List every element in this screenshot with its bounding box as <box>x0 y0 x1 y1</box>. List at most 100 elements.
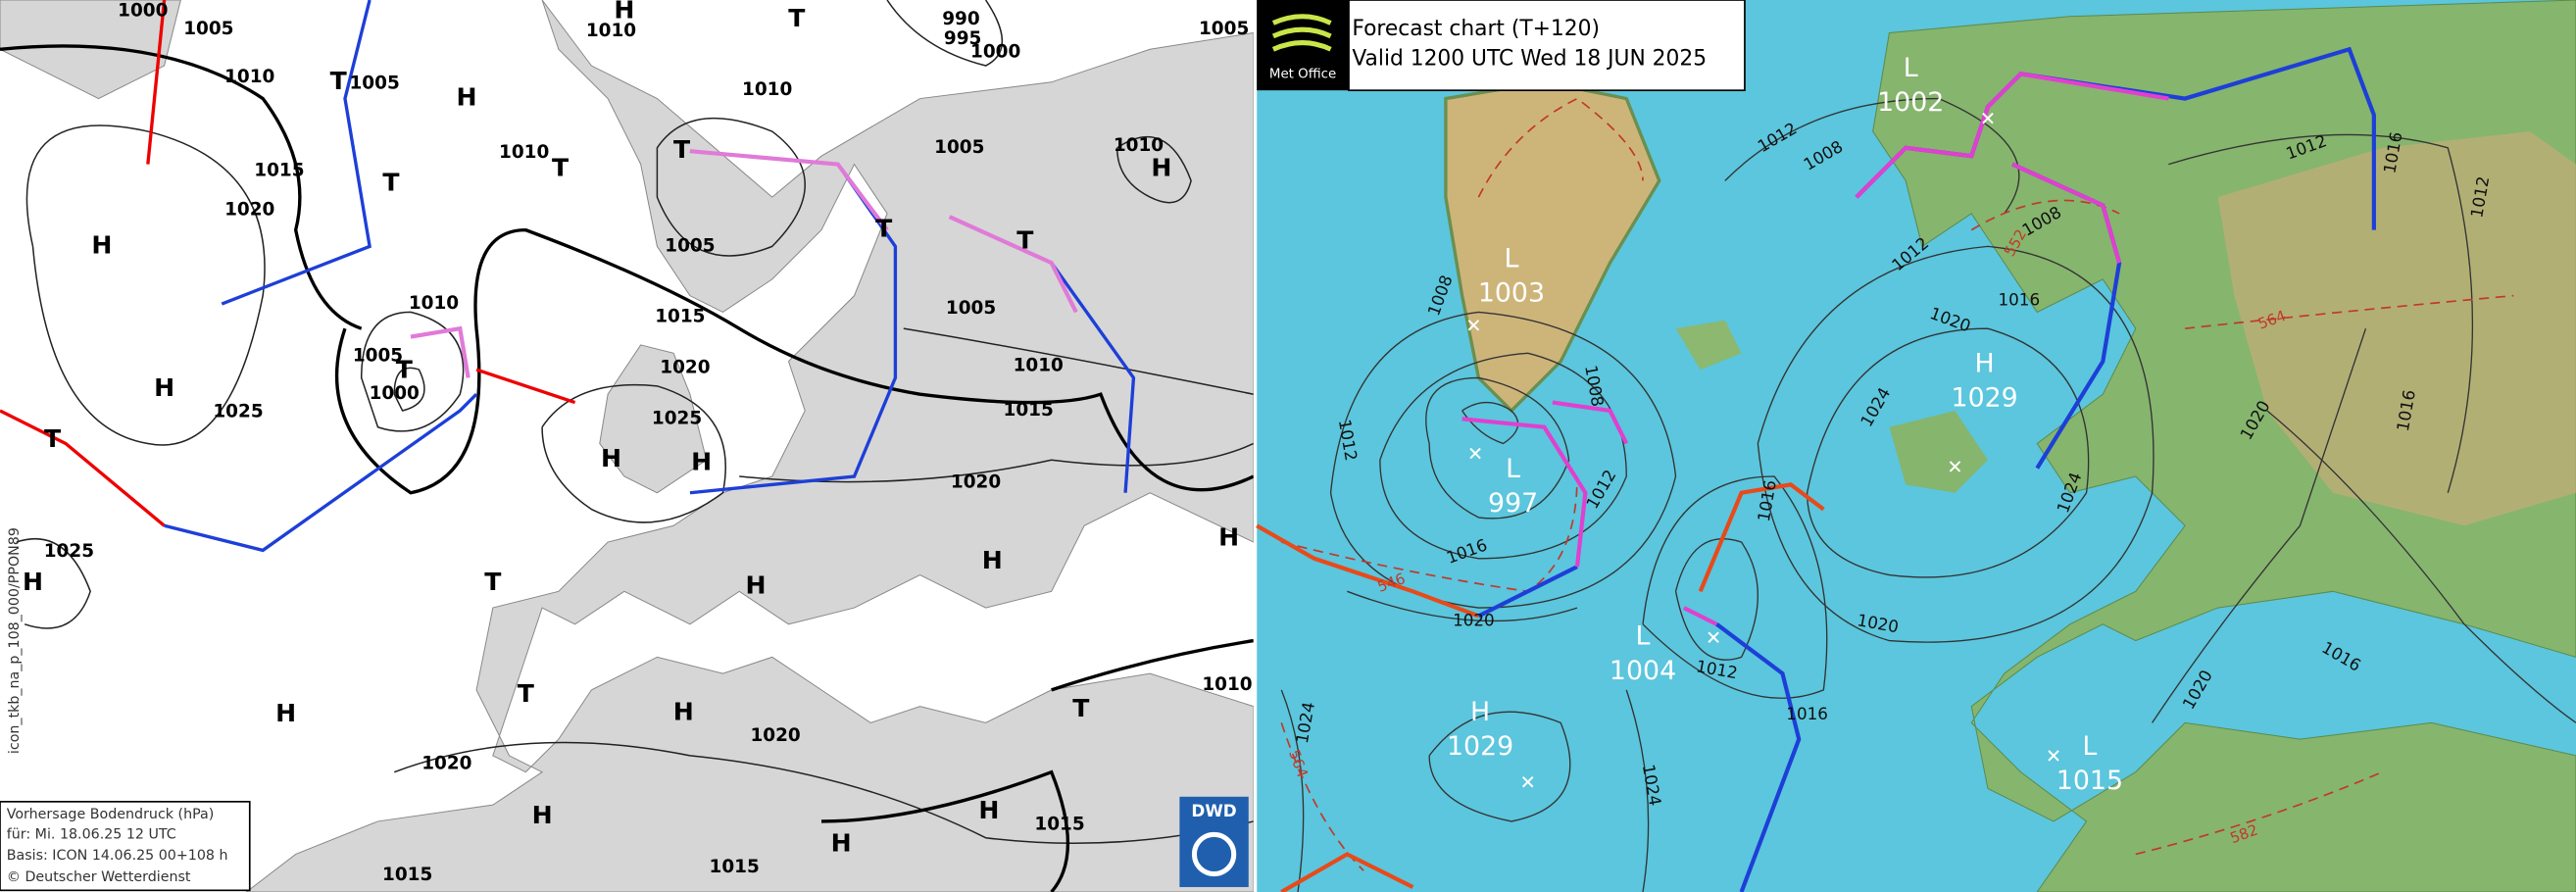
isobar-label: 995 <box>944 28 981 49</box>
pressure-center: H <box>831 828 852 857</box>
cold-front <box>1715 622 1802 892</box>
center-pressure: 1029 <box>1447 731 1513 762</box>
dwd-logo-swirl <box>1191 831 1237 877</box>
center-pressure: 1015 <box>2056 766 2123 796</box>
center-cross <box>1467 320 1480 331</box>
warm-front <box>1256 523 1480 619</box>
isobar-label: 1015 <box>382 865 432 885</box>
legend-box <box>0 800 251 892</box>
isobar-label: 1015 <box>1034 814 1084 834</box>
header-title: Forecast chart (T+120) <box>1352 17 1600 41</box>
pressure-center: T <box>788 4 805 32</box>
pressure-center: H <box>532 801 553 829</box>
iceland <box>1675 320 1742 371</box>
pressure-center: H <box>745 570 766 599</box>
isobar-label: 1020 <box>224 200 274 221</box>
center-type: L <box>1636 621 1651 652</box>
pressure-center: H <box>1151 154 1171 182</box>
center-pressure: 997 <box>1488 488 1538 519</box>
pressure-center: T <box>330 67 347 95</box>
center-type: H <box>1470 697 1490 727</box>
britain <box>599 344 708 494</box>
center-pressure: 1002 <box>1877 87 1944 118</box>
isobar-label: 1005 <box>349 73 399 93</box>
pressure-center: H <box>601 444 621 472</box>
isobar-label: 1010 <box>224 67 274 87</box>
center-type: L <box>2082 731 2097 762</box>
header-box <box>1348 0 1746 92</box>
center-cross <box>1949 461 1961 472</box>
pressure-center: T <box>382 169 399 197</box>
center-type: H <box>1975 349 1995 379</box>
occluded-front <box>1552 400 1629 445</box>
isobar-label: 1000 <box>370 383 420 404</box>
pressure-center: T <box>1072 694 1089 722</box>
main-isobars <box>0 44 1255 892</box>
center-type: L <box>1506 454 1520 484</box>
isobar-label: 1020 <box>1453 610 1495 629</box>
center-pressure: 1029 <box>1952 383 2018 414</box>
britain <box>1889 410 1988 493</box>
isobar-label: 1010 <box>742 79 792 100</box>
pressure-center: H <box>691 448 712 476</box>
cold-front <box>221 0 372 306</box>
center-cross <box>1982 112 1994 124</box>
pressure-center: H <box>673 697 694 725</box>
isobar-label: 1016 <box>1999 290 2041 310</box>
occluded-front <box>948 215 1078 314</box>
isobar-label: 1015 <box>1004 400 1054 421</box>
isobar-label: 1016 <box>1786 704 1828 723</box>
legend-valid: für: Mi. 18.06.25 12 UTC <box>7 826 176 842</box>
center-cross <box>1708 631 1719 643</box>
pressure-center: H <box>978 796 999 824</box>
pressure-center: H <box>982 546 1003 574</box>
occluded-front <box>410 325 471 378</box>
occluded-front <box>2011 162 2122 264</box>
center-cross <box>1469 447 1481 460</box>
isobar-label: 1005 <box>665 235 715 256</box>
pressure-center: H <box>91 230 112 259</box>
occluded-front <box>1682 606 1718 626</box>
isobar-label: 1005 <box>946 298 996 319</box>
isobar-label: 1010 <box>1114 135 1164 156</box>
occluded-front <box>689 149 889 231</box>
legend-basis: Basis: ICON 14.06.25 00+108 h <box>7 848 228 864</box>
pressure-center: H <box>275 699 296 727</box>
isobar-label: 990 <box>942 9 979 29</box>
isobar-label: 1005 <box>934 137 984 158</box>
center-pressure: 1004 <box>1610 656 1676 686</box>
pressure-center: T <box>518 679 534 708</box>
isobar-label: 1020 <box>951 472 1001 493</box>
pressure-center: T <box>396 356 413 384</box>
isobar-label: 1005 <box>1199 19 1249 39</box>
isobars <box>16 0 1255 845</box>
center-type: L <box>1904 53 1918 83</box>
isobar-label: 1010 <box>1202 674 1252 695</box>
pressure-center: T <box>552 154 569 182</box>
isobar-label: 1020 <box>421 753 471 773</box>
isobar-label: 1025 <box>213 402 263 422</box>
isobar-label: 1000 <box>970 42 1020 63</box>
greenland <box>0 0 181 100</box>
isobar-label: 1010 <box>586 21 636 41</box>
warm-front <box>146 0 167 165</box>
warm-front <box>1280 852 1414 892</box>
warm-front <box>0 409 166 527</box>
metoffice-logo-text: Met Office <box>1269 67 1336 81</box>
side-label: icon_tkb_na_p_108_000/PPON89 <box>7 527 23 754</box>
isobar-label: 1010 <box>409 293 459 314</box>
center-pressure: 1003 <box>1478 277 1545 308</box>
pressure-center: H <box>154 373 174 402</box>
isobar-label: 1015 <box>655 306 705 326</box>
cold-front <box>164 393 478 553</box>
isobar-label: 1005 <box>353 346 403 367</box>
isobar-label: 1010 <box>1014 356 1064 376</box>
pressure-center: H <box>23 568 43 596</box>
header-valid: Valid 1200 UTC Wed 18 JUN 2025 <box>1352 46 1707 71</box>
pressure-center: T <box>44 424 61 453</box>
isobar-label: 1025 <box>652 408 702 428</box>
center-cross <box>1521 775 1534 788</box>
